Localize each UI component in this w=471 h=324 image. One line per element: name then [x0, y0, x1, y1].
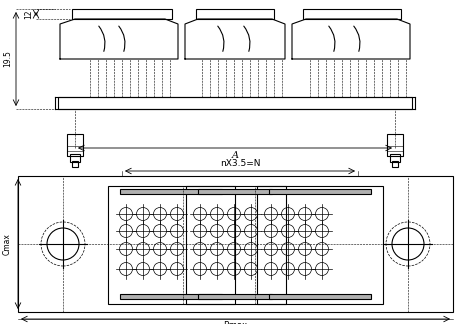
Bar — [196, 9, 274, 19]
Bar — [70, 154, 80, 162]
Bar — [390, 154, 400, 162]
Text: Cmax: Cmax — [2, 233, 11, 255]
Bar — [72, 161, 78, 167]
Bar — [269, 294, 371, 299]
Text: nX3.5=N: nX3.5=N — [220, 158, 260, 168]
Bar — [198, 294, 272, 299]
Bar — [269, 189, 371, 194]
Bar — [18, 176, 453, 312]
Bar — [198, 189, 272, 194]
Text: 12: 12 — [24, 9, 33, 19]
Bar — [303, 9, 401, 19]
Bar — [108, 186, 235, 304]
Bar — [257, 186, 383, 304]
Bar — [120, 189, 222, 194]
Bar — [186, 186, 286, 304]
Bar — [392, 161, 398, 167]
Text: 19.5: 19.5 — [3, 51, 13, 67]
Bar — [72, 9, 172, 19]
Bar — [67, 134, 83, 156]
Text: A: A — [232, 152, 238, 160]
Bar — [120, 294, 222, 299]
Bar — [387, 134, 403, 156]
Text: Bmax: Bmax — [223, 321, 247, 324]
Bar — [58, 97, 412, 109]
